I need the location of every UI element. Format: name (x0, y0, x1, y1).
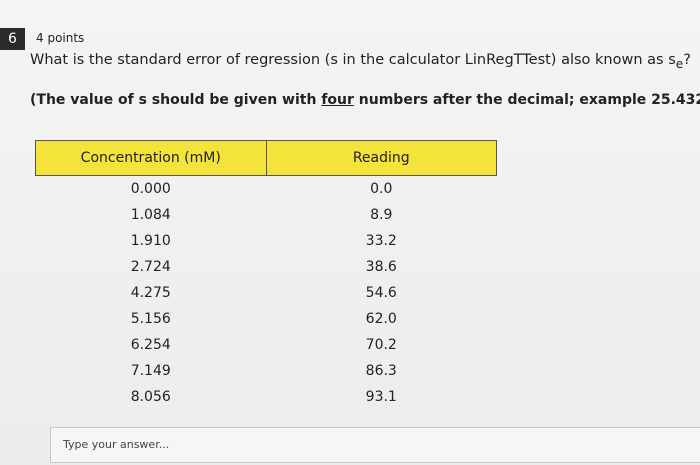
table-cell: 8.9 (370, 207, 393, 223)
table-cell: 70.2 (365, 337, 397, 353)
table-row: 1.910 33.2 (36, 228, 497, 254)
header-cell: Concentration (mM) (35, 140, 267, 176)
placeholder: Type your answer... (63, 438, 170, 451)
data-table: Concentration (mM) Reading 0.000 0.0 1.084… (35, 140, 497, 410)
instruction-text: (The value of s should be given with (30, 92, 322, 108)
table-row: 2.724 38.6 (36, 254, 497, 280)
table-cell: 93.1 (365, 389, 397, 405)
table-cell: 1.084 (130, 207, 171, 223)
table-cell: 5.156 (130, 311, 171, 327)
table-cell: 86.3 (365, 363, 397, 379)
table-cell: 6.254 (130, 337, 171, 353)
subscript: e (675, 56, 684, 71)
table-cell: 2.724 (130, 259, 171, 275)
table-cell: 38.6 (365, 259, 397, 275)
question-text: What is the standard error of regression… (30, 52, 691, 71)
instruction-underlined: four (321, 92, 354, 108)
table-row: 1.084 8.9 (36, 202, 497, 228)
table-cell: 33.2 (365, 233, 397, 249)
question-number: 6 (0, 28, 25, 50)
table-row: 7.149 86.3 (36, 358, 497, 384)
table-cell: 0.0 (370, 181, 393, 197)
header-row: Concentration (mM) Reading (35, 140, 497, 176)
table-row: 5.156 62.0 (36, 306, 497, 332)
question: What is the standard error of regression… (30, 52, 676, 68)
instruction: (The value of s should be given with fou… (30, 92, 700, 108)
table-cell: 7.149 (130, 363, 171, 379)
points: 4 points (36, 31, 85, 45)
table-body: 0.000 0.0 1.084 8.9 1.910 33.2 2.724 38.6 4.275 5… (36, 176, 497, 411)
table-cell: 54.6 (365, 285, 397, 301)
table-row: 0.000 0.0 (36, 176, 497, 203)
table-cell: 1.910 (130, 233, 171, 249)
instruction-text: numbers after the decimal; example 25.43… (353, 92, 700, 108)
table-cell: 8.056 (130, 389, 171, 405)
header-cell: Reading (265, 140, 497, 176)
table-cell: 62.0 (365, 311, 397, 327)
table-row: 4.275 54.6 (36, 280, 497, 306)
question-end: ? (683, 52, 691, 68)
table-cell: 4.275 (130, 285, 171, 301)
table-row: 6.254 70.2 (36, 332, 497, 358)
table-row: 8.056 93.1 (36, 384, 497, 410)
table-cell: 0.000 (130, 181, 171, 197)
answer-input[interactable]: Type your answer... (50, 427, 700, 463)
